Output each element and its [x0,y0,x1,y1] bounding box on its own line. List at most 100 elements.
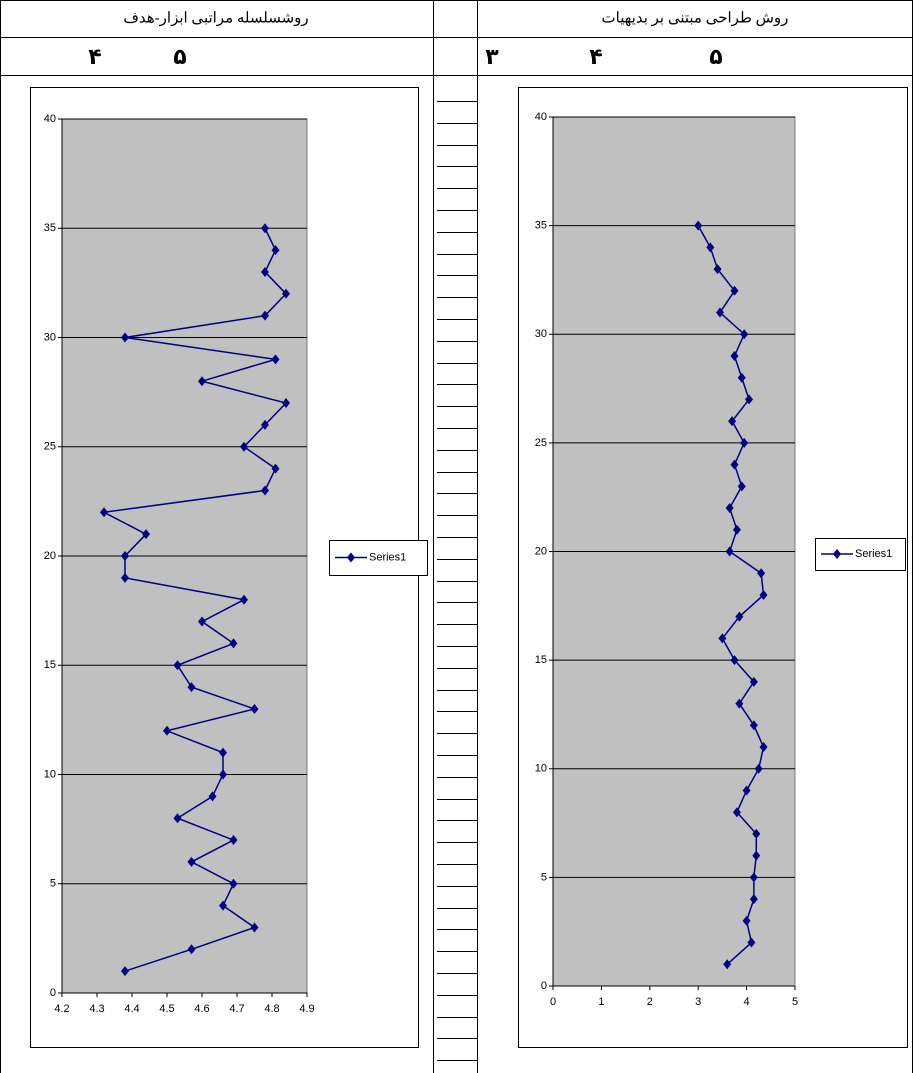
x-tick-label: 3 [695,996,701,1008]
marker [749,720,758,731]
marker [730,459,739,470]
scale-digit: ۵ [709,45,722,70]
marker [752,850,761,861]
marker [261,223,269,234]
legend-marker [833,549,841,559]
marker [282,288,290,299]
marker [749,894,758,905]
marker [219,900,227,911]
marker [745,394,754,405]
y-tick-label: 0 [50,987,56,999]
marker [250,922,259,933]
marker [261,485,269,496]
marker [749,872,758,883]
marker [121,966,129,977]
y-tick-label: 35 [535,220,547,232]
marker [240,594,248,605]
marker [198,616,206,627]
x-tick-label: 5 [792,996,798,1008]
x-tick-label: 0 [550,996,556,1008]
marker [759,742,768,753]
x-tick-label: 4.4 [124,1003,139,1015]
y-tick-label: 10 [535,763,547,775]
y-tick-label: 35 [44,222,56,234]
marker [713,264,722,275]
x-tick-label: 4.2 [54,1003,69,1015]
marker [187,682,196,693]
legend-box [815,538,906,571]
marker [728,416,737,427]
marker [754,763,763,774]
marker [740,437,749,448]
marker [725,546,734,557]
marker [229,835,238,846]
column-header: روشسلسله مراتبی ابزار-هدف [123,10,308,26]
marker [747,937,756,948]
marker [757,568,766,579]
marker [142,529,150,540]
marker [737,372,746,383]
marker [208,791,217,802]
y-tick-label: 25 [44,441,56,453]
marker [715,307,724,318]
marker [740,329,749,340]
marker [735,611,744,622]
marker [282,398,290,409]
marker [742,785,751,796]
marker [163,725,171,736]
scale-digit: ۳ [485,45,499,70]
marker [718,633,727,644]
y-tick-label: 20 [535,545,547,557]
marker [723,959,732,970]
marker [271,463,280,474]
marker [730,350,739,361]
marker [261,266,269,277]
x-tick-label: 1 [598,996,604,1008]
marker [261,310,269,321]
marker [759,589,768,600]
marker [219,769,227,780]
marker [730,285,739,296]
marker [752,828,761,839]
column-header: روش طراحی مبتنی بر بدیهیات [602,10,789,26]
x-tick-label: 4 [744,996,750,1008]
marker [706,242,715,253]
marker [121,551,129,561]
x-tick-label: 4.7 [229,1003,244,1015]
marker [250,703,259,714]
x-tick-label: 4.3 [89,1003,104,1015]
x-tick-label: 4.8 [264,1003,279,1015]
scale-digit: ۴ [88,45,101,70]
x-tick-label: 4.5 [159,1003,174,1015]
marker [187,944,196,955]
marker [187,856,196,867]
legend-label: Series1 [369,551,406,563]
y-tick-label: 40 [44,113,56,125]
marker [749,676,758,687]
marker [732,524,741,535]
y-tick-label: 30 [535,328,547,340]
marker [730,655,739,666]
marker [173,660,182,671]
x-tick-label: 4.6 [194,1003,209,1015]
marker [121,572,129,583]
y-tick-label: 15 [44,659,56,671]
marker [694,220,703,231]
marker [240,441,248,452]
marker [271,245,280,256]
marker [173,813,182,824]
y-tick-label: 5 [541,871,547,883]
scale-digit: ۴ [589,45,602,70]
y-tick-label: 5 [50,878,56,890]
marker [735,698,744,709]
y-tick-label: 40 [535,111,547,123]
y-tick-label: 20 [44,550,56,562]
marker [198,376,206,387]
marker [229,878,238,889]
y-tick-label: 15 [535,654,547,666]
marker [219,747,227,758]
scale-digit: ۵ [173,45,186,70]
y-tick-label: 0 [541,980,547,992]
marker [100,507,108,518]
